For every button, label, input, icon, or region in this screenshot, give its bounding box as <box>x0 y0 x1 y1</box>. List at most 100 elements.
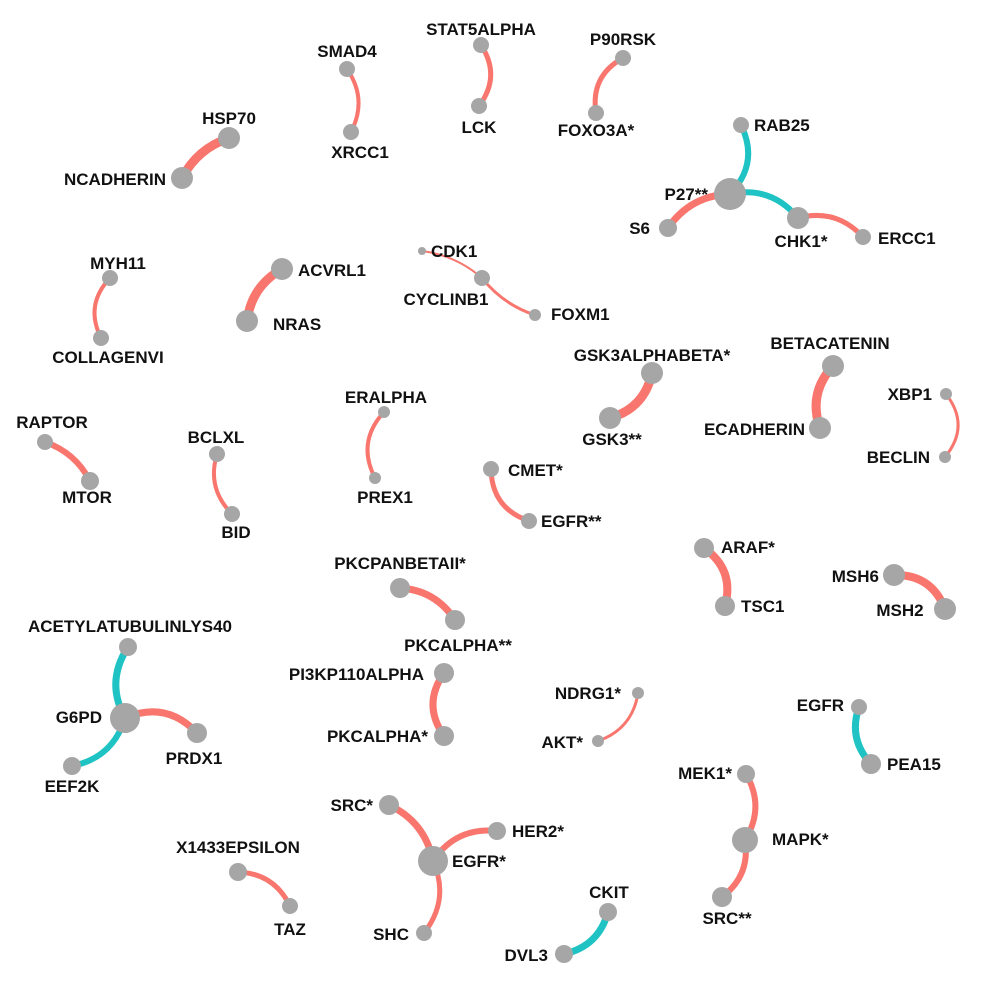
edge-ckit-dvl3 <box>560 908 612 958</box>
node-stat5alpha <box>473 37 489 53</box>
node-label-p90rsk: P90RSK <box>590 30 657 49</box>
node-label-msh6: MSH6 <box>832 567 879 586</box>
node-x1433epsilon <box>229 863 247 881</box>
node-dvl3 <box>555 945 573 963</box>
node-label-prex1: PREX1 <box>357 488 413 507</box>
node-label-myh11: MYH11 <box>90 254 146 273</box>
node-prex1 <box>369 472 381 484</box>
node-mapk-star <box>732 827 758 853</box>
node-label-chk1-star: CHK1* <box>775 232 828 251</box>
node-label-acetylatubulinlys40: ACETYLATUBULINLYS40 <box>28 617 232 636</box>
node-label-mtor: MTOR <box>62 488 112 507</box>
node-label-cmet-star: CMET* <box>508 461 563 480</box>
node-egfr-star-star <box>521 513 537 529</box>
node-label-akt-star: AKT* <box>541 733 583 752</box>
edge-bclxl-bid <box>212 452 234 516</box>
node-bid <box>224 506 240 522</box>
node-label-gsk3alphabeta-star: GSK3ALPHABETA* <box>574 346 731 365</box>
node-g6pd <box>110 703 140 733</box>
node-src-star <box>379 795 399 815</box>
edge-xbp1-beclin <box>943 392 960 459</box>
node-betacatenin <box>822 355 844 377</box>
node-label-lck: LCK <box>462 118 498 137</box>
node-label-ndrg1-star: NDRG1* <box>555 684 622 703</box>
node-label-mapk-star: MAPK* <box>772 830 829 849</box>
node-label-beclin: BECLIN <box>867 448 930 467</box>
node-ecadherin <box>809 417 831 439</box>
node-label-dvl3: DVL3 <box>505 946 548 965</box>
node-lck <box>471 98 487 114</box>
node-label-gsk3-star-star: GSK3** <box>582 430 642 449</box>
node-label-stat5alpha: STAT5ALPHA <box>426 20 536 39</box>
edge-stat5alpha-lck <box>476 42 494 109</box>
node-label-bclxl: BCLXL <box>188 428 245 447</box>
node-label-prdx1: PRDX1 <box>166 749 223 768</box>
node-rab25 <box>733 117 749 133</box>
node-label-taz: TAZ <box>274 920 306 939</box>
edge-x1433epsilon-taz <box>235 869 293 909</box>
node-label-nras: NRAS <box>273 315 321 334</box>
edge-smad4-xrcc1 <box>345 67 361 134</box>
node-label-xbp1: XBP1 <box>888 385 932 404</box>
node-label-bid: BID <box>221 523 250 542</box>
node-label-acvrl1: ACVRL1 <box>298 261 366 280</box>
node-label-hsp70: HSP70 <box>202 109 256 128</box>
nodes-layer <box>37 37 956 963</box>
node-hsp70 <box>218 127 240 149</box>
node-her2-star <box>488 822 506 840</box>
node-label-ecadherin: ECADHERIN <box>704 420 805 439</box>
node-label-pea15: PEA15 <box>887 755 941 774</box>
node-label-foxo3a-star: FOXO3A* <box>558 121 635 140</box>
node-beclin <box>939 451 951 463</box>
node-mtor <box>81 472 99 490</box>
node-s6 <box>659 219 677 237</box>
node-label-shc: SHC <box>373 925 409 944</box>
node-label-msh2: MSH2 <box>876 601 923 620</box>
node-chk1-star <box>787 207 809 229</box>
node-label-x1433epsilon: X1433EPSILON <box>176 838 300 857</box>
edge-p90rsk-foxo3a-star <box>592 55 626 116</box>
node-label-cdk1: CDK1 <box>431 242 477 261</box>
node-p90rsk <box>615 50 631 66</box>
node-ckit <box>599 903 617 921</box>
edge-eralpha-prex1 <box>365 410 386 480</box>
node-label-tsc1: TSC1 <box>741 597 784 616</box>
node-label-src-star: SRC* <box>330 796 373 815</box>
node-label-src-star-star: SRC** <box>702 909 752 928</box>
node-msh2 <box>934 598 956 620</box>
node-label-pkcalpha-star-star: PKCALPHA** <box>404 636 512 655</box>
node-label-pkcpanbetaii-star: PKCPANBETAII* <box>334 554 466 573</box>
labels-layer: STAT5ALPHA LCK P90RSK FOXO3A* SMAD4 XRCC1 HSP7… <box>16 20 941 965</box>
node-cmet-star <box>483 461 499 477</box>
node-xbp1 <box>940 388 952 400</box>
node-label-mek1-star: MEK1* <box>678 764 732 783</box>
node-label-eralpha: ERALPHA <box>345 388 427 407</box>
node-shc <box>416 925 432 941</box>
node-label-araf-star: ARAF* <box>721 538 775 557</box>
node-ncadherin <box>171 167 193 189</box>
node-ercc1 <box>855 229 871 245</box>
node-label-foxm1: FOXM1 <box>551 305 610 324</box>
node-src-star-star <box>712 887 732 907</box>
node-raptor <box>37 434 53 450</box>
node-acetylatubulinlys40 <box>119 638 137 656</box>
node-label-pkcalpha-star: PKCALPHA* <box>327 727 428 746</box>
node-label-cyclinb1: CYCLINB1 <box>403 290 488 309</box>
node-label-egfr: EGFR <box>797 696 844 715</box>
edge-myh11-collagenvi <box>92 276 112 340</box>
node-label-raptor: RAPTOR <box>16 413 87 432</box>
node-p27-star-star <box>714 178 746 210</box>
node-ndrg1-star <box>632 687 644 699</box>
node-eralpha <box>378 406 390 418</box>
node-label-ncadherin: NCADHERIN <box>64 170 166 189</box>
node-nras <box>236 310 258 332</box>
node-label-smad4: SMAD4 <box>317 42 377 61</box>
node-eef2k <box>63 757 81 775</box>
node-taz <box>282 898 298 914</box>
node-acvrl1 <box>271 258 293 280</box>
node-smad4 <box>339 61 355 77</box>
node-cyclinb1 <box>474 270 490 286</box>
node-label-g6pd: G6PD <box>56 708 102 727</box>
node-label-collagenvi: COLLAGENVI <box>52 348 163 367</box>
node-label-egfr-star-star: EGFR** <box>541 512 602 531</box>
